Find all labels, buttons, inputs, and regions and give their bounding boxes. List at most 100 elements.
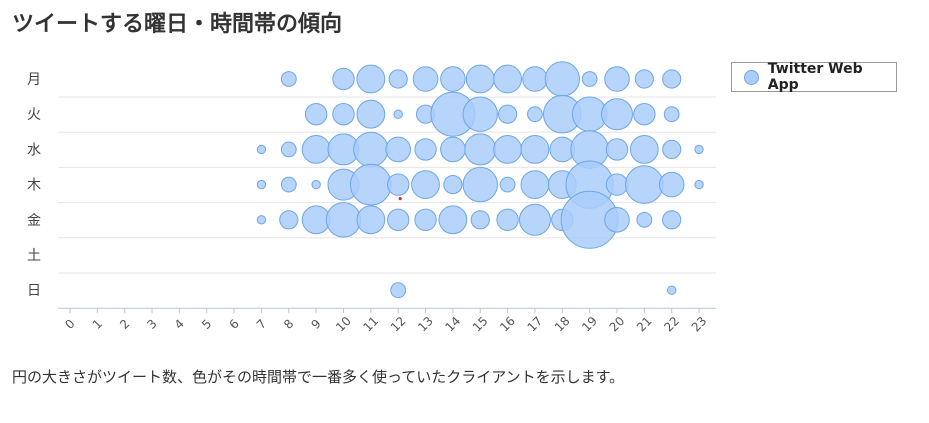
bubble-point[interactable]: [304, 103, 328, 126]
bubble-point[interactable]: [601, 98, 633, 131]
x-tick-label: 15: [470, 314, 491, 335]
bubble-point[interactable]: [279, 210, 299, 230]
bubble-point[interactable]: [498, 104, 518, 124]
bubble-point[interactable]: [629, 135, 659, 164]
bubble-point[interactable]: [465, 64, 495, 94]
x-tick-label: 7: [254, 317, 269, 332]
x-tick-label: 16: [497, 314, 518, 335]
bubble-point[interactable]: [522, 66, 548, 92]
bubble-point[interactable]: [280, 71, 297, 87]
bubble-point[interactable]: [393, 109, 403, 119]
bubble-point[interactable]: [412, 66, 439, 92]
bubble-point[interactable]: [414, 208, 437, 232]
bubble-point[interactable]: [311, 179, 321, 190]
bubble-point[interactable]: [390, 282, 407, 299]
x-tick-label: 6: [226, 317, 241, 332]
bubble-point[interactable]: [544, 61, 580, 97]
x-tick-label: 10: [333, 314, 354, 335]
bubble-point[interactable]: [443, 175, 463, 195]
bubble-point[interactable]: [496, 208, 519, 232]
bubble-point[interactable]: [256, 215, 267, 225]
bubble-point[interactable]: [694, 144, 704, 155]
y-tick-label: 木: [27, 178, 41, 194]
bubble-point[interactable]: [438, 205, 468, 235]
chart-caption: 円の大きさがツイート数、色がその時間帯で一番多く使っていたクライアントを示します…: [12, 368, 625, 386]
bubble-point[interactable]: [470, 210, 490, 230]
bubble-point[interactable]: [499, 176, 516, 193]
bubble-point[interactable]: [520, 135, 550, 164]
bubble-point[interactable]: [658, 171, 685, 198]
bubble-point[interactable]: [493, 135, 523, 164]
bubble-point[interactable]: [634, 69, 654, 89]
accent-dot: [398, 197, 402, 201]
x-tick-label: 2: [117, 317, 132, 332]
bubble-point[interactable]: [581, 71, 598, 87]
bubble-point[interactable]: [325, 202, 362, 238]
x-tick-label: 11: [360, 314, 381, 335]
bubble-point[interactable]: [662, 69, 682, 89]
x-tick-label: 13: [415, 314, 436, 335]
bubble-point[interactable]: [636, 211, 653, 228]
bubble-point[interactable]: [356, 205, 386, 235]
x-tick-label: 20: [607, 314, 628, 335]
chart-legend[interactable]: Twitter Web App: [731, 61, 897, 93]
bubble-point[interactable]: [301, 135, 331, 164]
x-tick-label: 22: [661, 314, 682, 335]
bubble-point[interactable]: [387, 173, 410, 196]
bubble-point[interactable]: [349, 163, 392, 206]
bubble-point[interactable]: [493, 64, 523, 94]
x-tick-label: 23: [689, 314, 710, 335]
bubble-point[interactable]: [633, 103, 656, 126]
bubble-point[interactable]: [464, 133, 497, 166]
y-tick-label: 土: [27, 248, 41, 264]
x-tick-label: 12: [388, 314, 409, 335]
x-tick-label: 1: [90, 317, 105, 332]
bubble-point[interactable]: [694, 179, 704, 190]
bubble-point[interactable]: [604, 66, 630, 92]
bubble-point[interactable]: [462, 96, 498, 132]
legend-swatch-icon: [744, 69, 759, 85]
bubble-point[interactable]: [518, 203, 551, 236]
x-tick-label: 4: [172, 317, 187, 332]
bubble-point[interactable]: [385, 136, 412, 163]
bubble-point[interactable]: [663, 106, 680, 123]
bubble-point[interactable]: [353, 131, 389, 168]
bubble-point[interactable]: [667, 285, 677, 295]
page-title: ツイートする曜日・時間帯の傾向: [12, 12, 343, 37]
y-tick-label: 日: [27, 283, 41, 299]
x-tick-label: 3: [144, 317, 159, 332]
bubble-point[interactable]: [462, 166, 498, 203]
bubble-point[interactable]: [256, 144, 267, 155]
bubble-point[interactable]: [662, 139, 682, 159]
bubble-point[interactable]: [605, 138, 629, 161]
bubble-point[interactable]: [356, 99, 386, 129]
bubble-point[interactable]: [520, 170, 550, 200]
bubble-point[interactable]: [625, 165, 664, 204]
bubble-point[interactable]: [332, 67, 355, 91]
x-tick-label: 21: [634, 314, 655, 335]
bubble-point[interactable]: [356, 64, 386, 94]
x-tick-label: 5: [199, 317, 214, 332]
x-tick-label: 9: [308, 317, 323, 332]
bubble-point[interactable]: [440, 136, 466, 163]
bubble-point[interactable]: [332, 103, 355, 126]
bubble-point[interactable]: [527, 106, 543, 123]
bubble-point[interactable]: [414, 138, 437, 161]
y-tick-label: 水: [27, 142, 41, 158]
y-tick-label: 金: [27, 213, 41, 229]
bubble-point[interactable]: [440, 66, 466, 92]
bubble-point[interactable]: [280, 141, 297, 158]
bubble-point[interactable]: [387, 208, 410, 232]
bubble-point[interactable]: [604, 207, 630, 233]
x-tick-label: 0: [62, 317, 77, 332]
x-tick-label: 14: [443, 314, 464, 335]
bubble-point[interactable]: [605, 173, 629, 196]
bubble-point[interactable]: [256, 179, 267, 190]
bubble-point[interactable]: [280, 176, 297, 193]
bubble-point[interactable]: [411, 170, 440, 200]
bubble-point[interactable]: [662, 210, 682, 230]
bubble-point[interactable]: [388, 69, 408, 89]
x-tick-label: 8: [281, 317, 296, 332]
x-tick-label: 18: [552, 314, 573, 335]
